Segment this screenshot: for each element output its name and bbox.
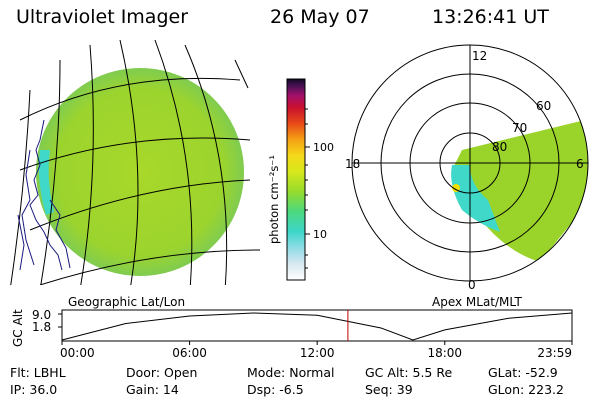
colorbar: 100 10 photon cm⁻²s⁻¹ [267, 78, 334, 281]
aurora-disc [36, 68, 244, 276]
altitude-chart: 9.0 1.8 GC Alt Geographic Lat/Lon Apex M… [11, 295, 573, 360]
colorbar-tick-10: 10 [313, 228, 327, 241]
lat-label-80: 80 [492, 140, 507, 154]
app-title: Ultraviolet Imager [16, 6, 189, 28]
x-tick-label: 18:00 [427, 346, 462, 360]
x-tick-label: 00:00 [60, 346, 95, 360]
mlt-label-0: 0 [468, 278, 476, 292]
polar-plot: 12 18 6 0 60 70 80 [345, 44, 589, 292]
glat-readout: GLat: -52.9 [488, 365, 558, 380]
ip-readout: IP: 36.0 [10, 382, 58, 397]
chart-frame [61, 309, 573, 342]
mode-readout: Mode: Normal [247, 365, 335, 380]
door-readout: Door: Open [126, 365, 198, 380]
y-tick-1-8: 1.8 [32, 320, 51, 334]
gc-alt-readout: GC Alt: 5.5 Re [365, 365, 453, 380]
coastline [17, 119, 71, 271]
x-tick-label: 12:00 [300, 346, 335, 360]
mlt-label-18: 18 [345, 157, 360, 171]
lat-label-70: 70 [512, 121, 527, 135]
y-tick-9: 9.0 [32, 308, 51, 322]
dsp-readout: Dsp: -6.5 [247, 382, 304, 397]
mlt-label-12: 12 [472, 49, 487, 63]
lat-label-60: 60 [536, 99, 551, 113]
time-readout: 13:26:41 UT [432, 6, 549, 28]
geographic-image [10, 40, 261, 285]
aurora-edge-band [38, 150, 54, 215]
right-panel-caption: Apex MLat/MLT [432, 295, 522, 309]
lat-lon-grid [10, 40, 261, 285]
left-panel-caption: Geographic Lat/Lon [68, 295, 185, 309]
x-tick-label: 06:00 [172, 346, 207, 360]
polar-aurora [451, 120, 588, 262]
colorbar-tick-100: 100 [313, 141, 334, 154]
glon-readout: GLon: 223.2 [488, 382, 564, 397]
x-tick-label: 23:59 [537, 346, 572, 360]
colorbar-unit-label: photon cm⁻²s⁻¹ [267, 155, 281, 244]
filter-readout: Flt: LBHL [10, 365, 66, 380]
mlt-label-6: 6 [576, 157, 584, 171]
seq-readout: Seq: 39 [365, 382, 413, 397]
altitude-curve [61, 312, 573, 341]
gain-readout: Gain: 14 [126, 382, 179, 397]
date-readout: 26 May 07 [270, 6, 370, 28]
polar-aurora-cyan [451, 165, 500, 232]
y-axis-label: GC Alt [11, 309, 25, 347]
